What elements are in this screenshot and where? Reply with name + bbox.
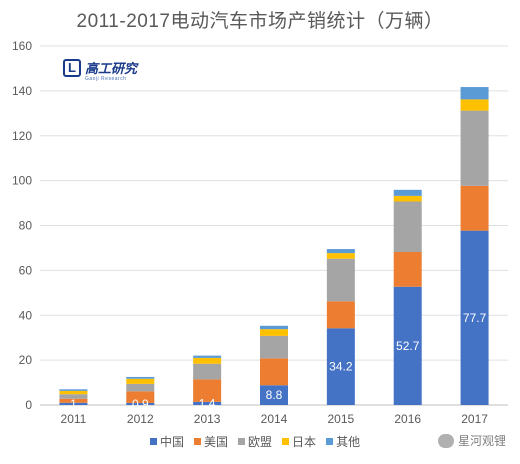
legend-swatch <box>282 438 290 445</box>
legend-item: 欧盟 <box>238 433 272 450</box>
bar-segment-其他-2014 <box>260 325 288 330</box>
bar-segment-日本-2012 <box>126 378 155 384</box>
legend-item: 美国 <box>194 433 228 450</box>
legend-label: 欧盟 <box>248 435 273 449</box>
x-tick-label: 2017 <box>461 412 488 426</box>
watermark: 星河观锂 <box>437 432 506 449</box>
x-tick-label: 2012 <box>127 412 154 426</box>
y-tick-label: 80 <box>19 219 33 233</box>
bar-segment-日本-2016 <box>393 195 422 202</box>
legend-label: 中国 <box>160 435 185 449</box>
watermark-text: 星河观锂 <box>457 434 506 448</box>
y-tick-label: 60 <box>19 263 33 277</box>
y-tick-label: 0 <box>25 398 32 412</box>
data-label: 8.8 <box>266 388 283 402</box>
bar-segment-日本-2014 <box>260 329 288 336</box>
data-label: 1.4 <box>199 396 216 410</box>
legend-label: 日本 <box>292 435 317 449</box>
legend-item: 日本 <box>282 433 316 450</box>
bar-segment-美国-2012 <box>126 391 155 403</box>
legend-label: 其他 <box>336 435 361 449</box>
bar-segment-其他-2011 <box>59 389 88 391</box>
bar-segment-欧盟-2017 <box>460 110 489 186</box>
data-label: 0.9 <box>132 397 149 411</box>
bar-segment-其他-2016 <box>393 189 422 196</box>
bar-segment-欧盟-2015 <box>326 258 355 302</box>
legend-swatch <box>326 438 334 445</box>
bar-segment-日本-2017 <box>460 99 489 111</box>
bar-segment-欧盟-2011 <box>59 394 88 399</box>
bar-segment-其他-2013 <box>193 355 222 358</box>
y-tick-label: 100 <box>12 174 32 188</box>
data-label: 34.2 <box>329 360 353 374</box>
y-tick-label: 140 <box>12 84 32 98</box>
logo-subtitle: Gaoji Research <box>85 76 127 82</box>
bar-segment-美国-2014 <box>260 358 288 386</box>
bar-segment-欧盟-2016 <box>393 201 422 252</box>
legend-item: 其他 <box>326 433 360 450</box>
bar-segment-美国-2015 <box>326 301 355 329</box>
legend-swatch <box>150 438 157 445</box>
bar-segment-中国-2017 <box>460 230 489 405</box>
logo-mark: L <box>63 58 81 77</box>
y-tick-label: 160 <box>12 39 32 53</box>
bar-segment-其他-2017 <box>460 87 489 100</box>
bar-segment-欧盟-2012 <box>126 383 155 392</box>
x-tick-label: 2016 <box>394 412 421 426</box>
bar-segment-日本-2013 <box>193 357 222 364</box>
bar-segment-美国-2011 <box>59 398 88 403</box>
data-label: 77.7 <box>463 311 487 325</box>
bar-segment-欧盟-2014 <box>260 335 288 359</box>
data-label: 52.7 <box>396 339 420 353</box>
bar-segment-美国-2017 <box>460 185 489 231</box>
bar-segment-中国-2015 <box>326 328 355 405</box>
chart-legend: 中国 美国 欧盟 日本 其他 <box>150 433 360 450</box>
bar-segment-美国-2016 <box>393 251 422 287</box>
x-tick-label: 2015 <box>328 412 355 426</box>
legend-item: 中国 <box>150 433 184 450</box>
bar-segment-日本-2011 <box>59 390 88 395</box>
bar-segment-日本-2015 <box>326 253 355 259</box>
bar-segment-其他-2012 <box>126 376 155 379</box>
bar-segment-中国-2014 <box>260 385 288 405</box>
bar-segment-其他-2015 <box>326 249 355 254</box>
legend-swatch <box>194 438 202 445</box>
x-tick-label: 2014 <box>261 412 288 426</box>
x-tick-label: 2011 <box>61 412 87 426</box>
y-tick-label: 40 <box>19 308 33 322</box>
y-tick-label: 20 <box>19 353 33 367</box>
bar-segment-中国-2013 <box>193 401 222 405</box>
y-tick-label: 120 <box>12 129 32 143</box>
logo-text: 高工研究 <box>85 61 138 76</box>
legend-swatch <box>238 438 246 445</box>
bar-segment-美国-2013 <box>193 379 222 402</box>
bar-segment-欧盟-2013 <box>193 363 222 380</box>
legend-label: 美国 <box>204 435 229 449</box>
bar-segment-中国-2011 <box>59 402 88 405</box>
logo: L 高工研究 <box>63 58 137 77</box>
bar-segment-中国-2016 <box>393 286 422 405</box>
data-label: 1 <box>70 397 77 411</box>
wechat-icon <box>437 433 454 448</box>
x-tick-label: 2013 <box>194 412 221 426</box>
bar-segment-中国-2012 <box>126 402 155 405</box>
chart-title: 2011-2017电动汽车市场产销统计（万辆） <box>76 11 444 32</box>
